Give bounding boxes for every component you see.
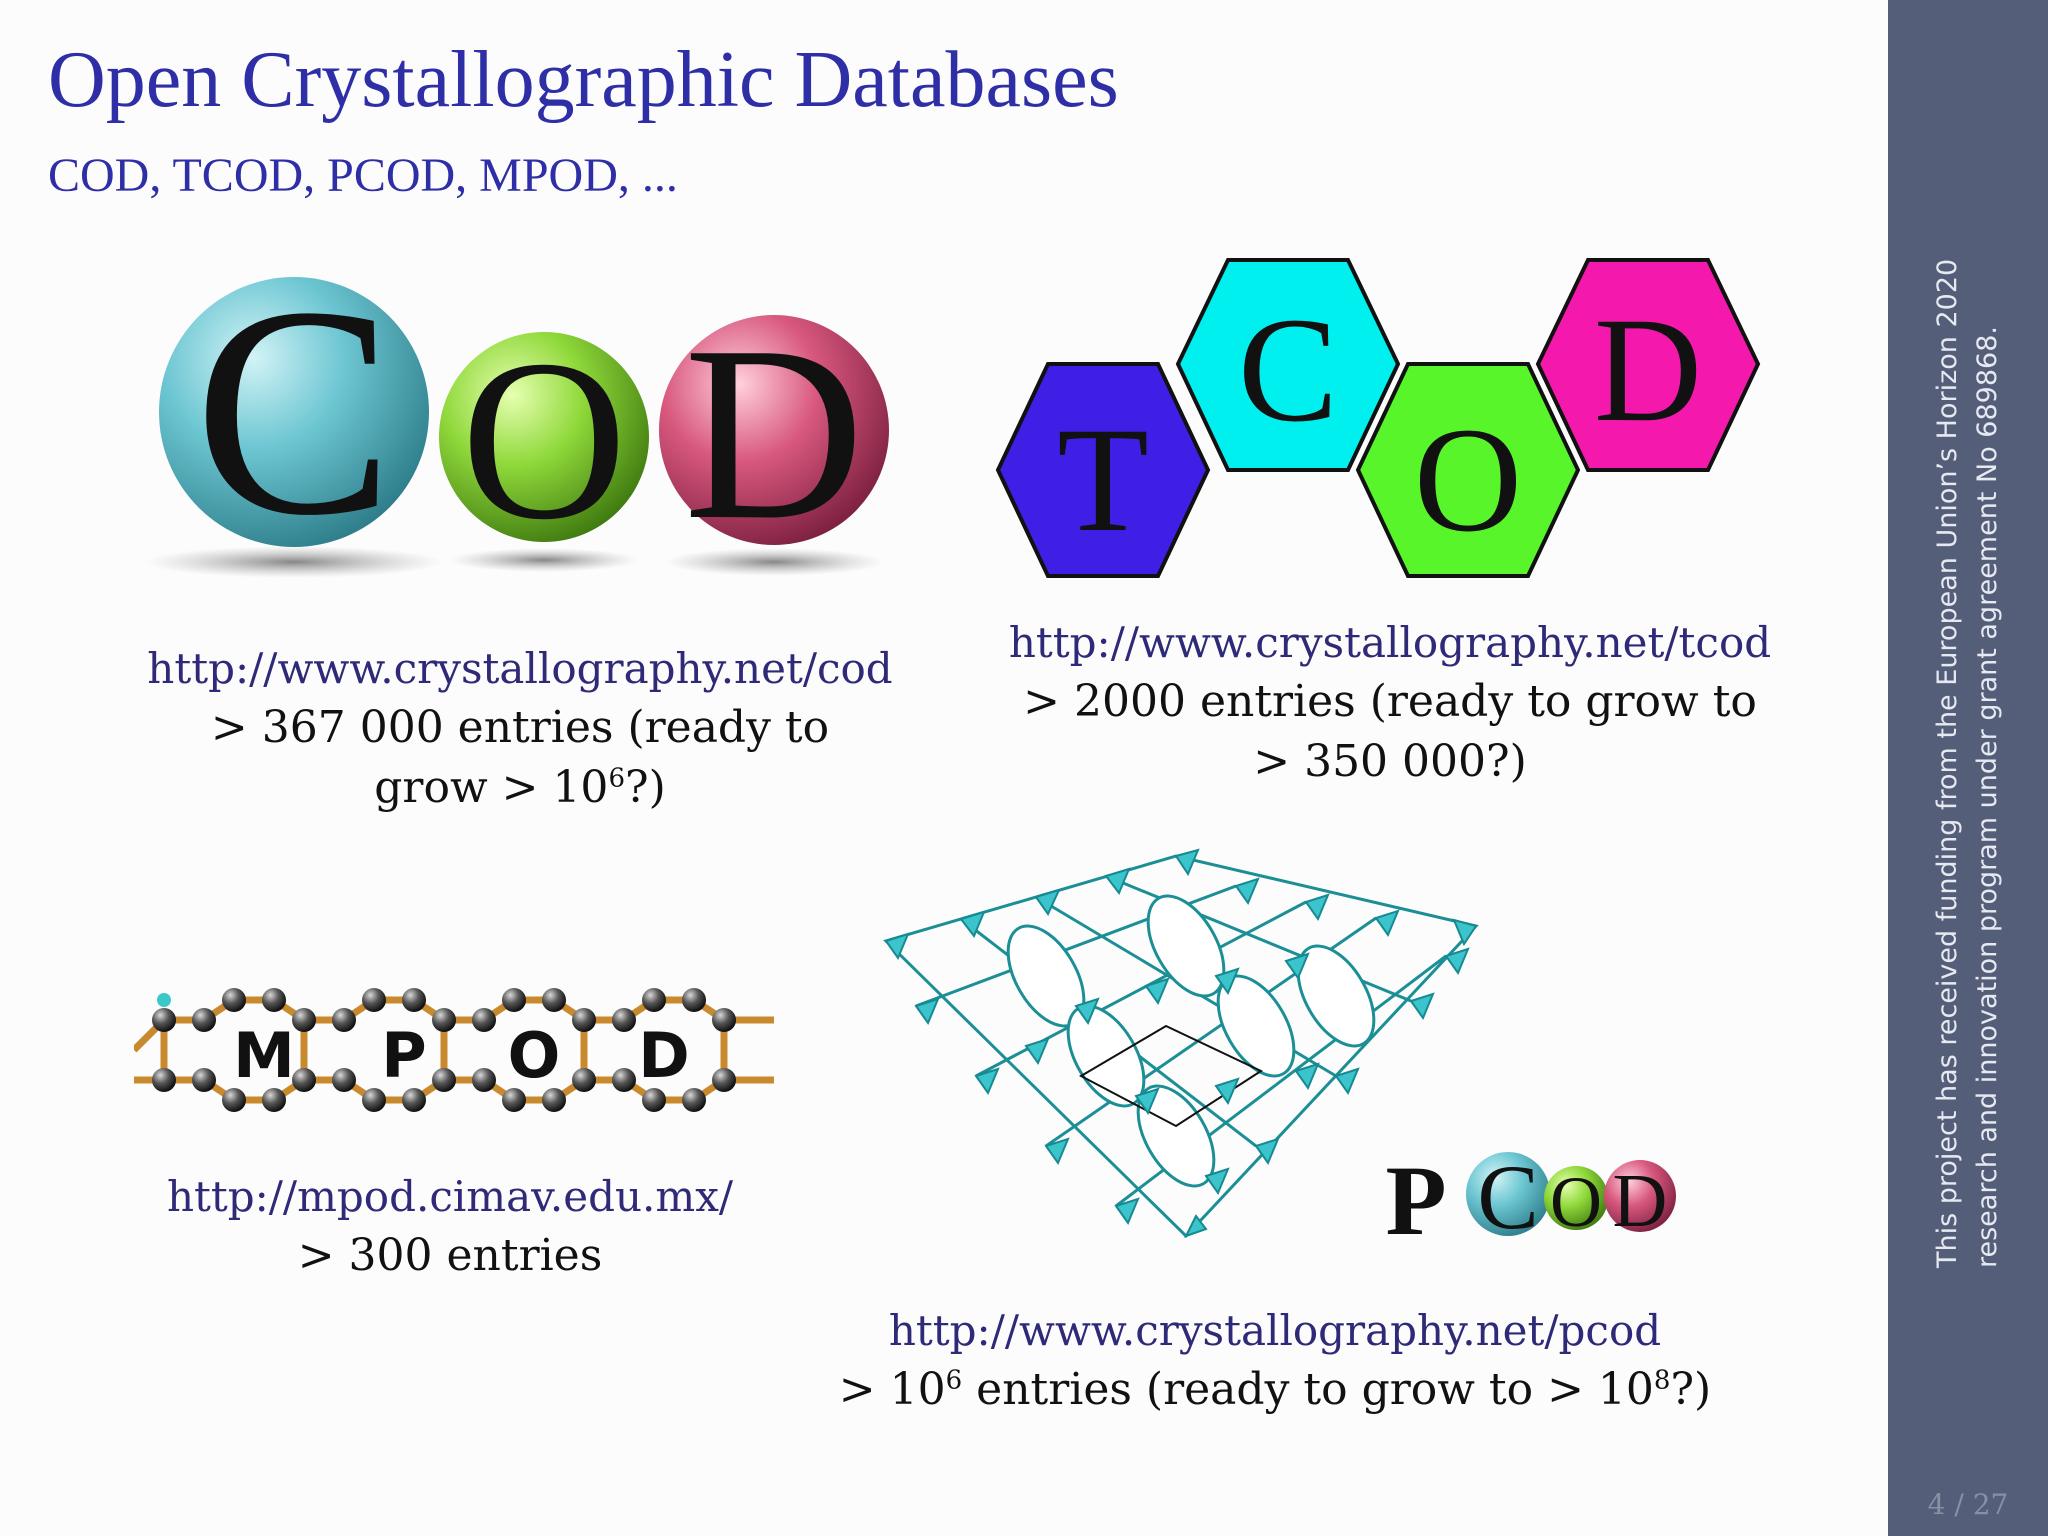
tcod-letter-d: D [1594, 287, 1702, 453]
pcod-letter-d: D [1613, 1159, 1668, 1243]
cod-c-sphere [159, 277, 429, 547]
tcod-url-link[interactable]: http://www.crystallography.net/tcod [1008, 618, 1772, 667]
mpod-logo: M P O D [134, 988, 774, 1112]
funding-notice: This project has received funding from t… [1928, 68, 2008, 1268]
pcod-url-link[interactable]: http://www.crystallography.net/pcod [888, 1306, 1662, 1355]
sidebar: This project has received funding from t… [1888, 0, 2048, 1536]
cod-letter-c: C [194, 262, 394, 577]
mpod-url-link[interactable]: http://mpod.cimav.edu.mx/ [166, 1172, 734, 1221]
cod-d-sphere [659, 315, 889, 545]
slide-subtitle: COD, TCOD, PCOD, MPOD, ... [48, 149, 678, 202]
tcod-d-hexagon [1535, 258, 1761, 472]
mpod-letter-p: P [381, 1019, 426, 1092]
pcod-letter-p: P [1385, 1146, 1446, 1256]
pcod-letter-c: C [1477, 1146, 1538, 1248]
tcod-letter-c: C [1238, 287, 1338, 453]
page-number: 4 / 27 [1927, 1488, 2009, 1521]
cod-caption: http://www.crystallography.net/cod > 367… [110, 640, 930, 818]
cod-letter-d: D [684, 295, 865, 572]
cod-letter-o: O [461, 312, 627, 567]
tcod-entries-text: > 2000 entries (ready to grow to > 350 00… [1023, 676, 1757, 787]
tcod-o-hexagon [1355, 362, 1581, 578]
mpod-letter-m: M [233, 1019, 295, 1092]
cod-entries-text: > 367 000 entries (ready to grow > 106?) [210, 702, 830, 813]
tcod-t-hexagon [995, 362, 1211, 578]
mpod-caption: http://mpod.cimav.edu.mx/ > 300 entries [110, 1168, 790, 1286]
slide-title: Open Crystallographic Databases [48, 36, 1119, 124]
pcod-letter-o: O [1550, 1162, 1602, 1242]
pcod-logo: P C O D [1385, 1146, 1676, 1256]
tcod-letter-t: T [1057, 397, 1149, 563]
cod-logo: C O D [144, 262, 889, 578]
cod-o-sphere [439, 332, 649, 542]
tcod-letter-o: O [1414, 397, 1522, 563]
mpod-entries-text: > 300 entries [297, 1230, 603, 1281]
funding-line-2: research and innovation program under gr… [1972, 326, 2003, 1268]
pcod-entries-text: > 106 entries (ready to grow to > 108?) [838, 1364, 1712, 1415]
pcod-crystal-structure [883, 848, 1479, 1239]
tcod-c-hexagon [1175, 258, 1401, 472]
funding-line-1: This project has received funding from t… [1932, 258, 1963, 1268]
tcod-caption: http://www.crystallography.net/tcod > 20… [970, 614, 1810, 792]
pcod-caption: http://www.crystallography.net/pcod > 10… [740, 1302, 1810, 1420]
slide: Open Crystallographic Databases COD, TCO… [48, 36, 1810, 1420]
cod-url-link[interactable]: http://www.crystallography.net/cod [147, 644, 893, 693]
tcod-logo: T C O D [995, 258, 1761, 578]
mpod-letter-d: D [638, 1019, 689, 1092]
mpod-letter-o: O [508, 1019, 561, 1092]
